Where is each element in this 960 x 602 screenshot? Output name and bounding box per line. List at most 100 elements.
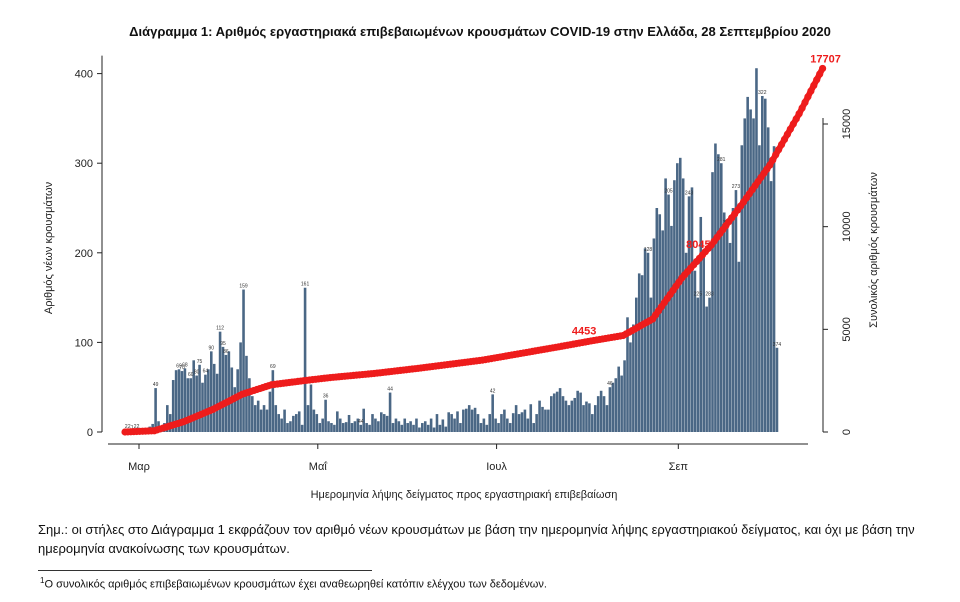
bar: [579, 392, 582, 432]
bar: [221, 346, 225, 432]
chart-area: 0 100 200 300 400 0 5000 10000 15000 Μαρ Μαΐ Ιουλ…: [43, 53, 880, 501]
bar-series: [125, 68, 779, 433]
bar: [544, 409, 547, 432]
bar: [491, 394, 494, 432]
cumulative-value-label: 4453: [572, 325, 596, 337]
bar-value-label: 42: [490, 388, 496, 394]
bar: [734, 190, 738, 432]
bar: [198, 364, 201, 432]
bar: [274, 405, 278, 432]
bar: [538, 400, 541, 432]
bar: [687, 196, 691, 432]
bar: [523, 409, 527, 432]
bar-value-label: 69: [176, 363, 182, 369]
bar: [174, 370, 178, 432]
bar: [599, 390, 603, 432]
bar: [186, 378, 190, 432]
bar: [720, 163, 723, 432]
bar: [212, 363, 216, 432]
bar: [459, 423, 462, 432]
bar: [236, 369, 239, 432]
bar: [555, 391, 559, 432]
bar: [567, 405, 571, 432]
bar: [506, 418, 509, 432]
bar-value-label: 64: [203, 369, 209, 375]
bar: [561, 396, 565, 432]
bar: [711, 172, 714, 432]
bar: [620, 375, 623, 432]
bar: [497, 423, 500, 432]
bar: [374, 418, 377, 432]
bar: [485, 424, 489, 432]
bar-value-label: 273: [732, 184, 741, 190]
bar-value-label: 68: [182, 362, 188, 368]
bar: [479, 423, 483, 432]
bar: [215, 373, 219, 432]
bar: [564, 400, 568, 432]
bar: [541, 406, 544, 432]
bar: [280, 418, 283, 432]
bar: [353, 421, 357, 432]
right-y-axis: 0 5000 10000 15000: [822, 109, 853, 435]
bar: [511, 413, 515, 432]
bar: [649, 297, 653, 432]
right-tick-label: 15000: [841, 109, 853, 140]
bar: [482, 418, 486, 432]
bar: [338, 418, 342, 432]
bar-value-label: 161: [301, 282, 310, 288]
bar-value-label: 159: [239, 284, 248, 290]
bar: [447, 412, 450, 432]
bar: [177, 369, 181, 432]
cumulative-labels: 4453 8045 17707: [572, 53, 841, 337]
bar: [655, 208, 659, 432]
bar: [508, 423, 512, 432]
bar: [755, 68, 758, 432]
bar-value-label: 36: [323, 394, 329, 400]
bar: [303, 287, 307, 432]
bar: [761, 96, 764, 432]
bar: [218, 331, 222, 432]
bar: [295, 414, 298, 432]
bar: [253, 405, 257, 432]
bar: [248, 378, 251, 432]
cumulative-point: [798, 104, 806, 112]
bar: [207, 369, 210, 432]
left-tick-label: 0: [87, 427, 93, 439]
cumulative-point: [813, 76, 821, 84]
bar: [722, 212, 726, 432]
bar: [635, 297, 638, 432]
bar: [596, 396, 600, 432]
bar-value-label: 243: [685, 190, 694, 196]
bar: [570, 400, 574, 432]
bar: [344, 422, 348, 432]
bar: [415, 418, 418, 432]
left-tick-label: 100: [75, 337, 93, 349]
bar: [684, 252, 688, 432]
left-tick-label: 400: [75, 69, 93, 81]
bar-value-label: 44: [387, 387, 393, 393]
cumulative-point: [807, 87, 815, 95]
bar: [488, 414, 492, 432]
bar: [412, 424, 415, 432]
bar: [333, 424, 336, 432]
bar: [324, 399, 327, 432]
bar: [385, 415, 389, 432]
bar: [717, 154, 720, 433]
bar: [289, 421, 292, 432]
bar-value-label: 2: [125, 424, 128, 430]
bar: [740, 145, 744, 432]
bar: [746, 96, 749, 433]
bar: [210, 351, 213, 432]
bar: [453, 418, 456, 432]
chart-title: Διάγραμμα 1: Αριθμός εργαστηριακά επιβεβ…: [129, 24, 831, 39]
bar: [623, 360, 626, 432]
bar: [406, 423, 409, 432]
bar: [758, 145, 761, 432]
bar: [239, 342, 242, 432]
bar-value-label: 44: [358, 419, 364, 425]
chart-note: Σημ.: οι στήλες στο Διάγραμμα 1 εκφράζου…: [38, 522, 915, 556]
bar: [180, 371, 184, 432]
x-axis: Μαρ Μαΐ Ιουλ Σεπ: [108, 443, 808, 473]
bar: [526, 418, 530, 432]
bar: [256, 400, 260, 432]
